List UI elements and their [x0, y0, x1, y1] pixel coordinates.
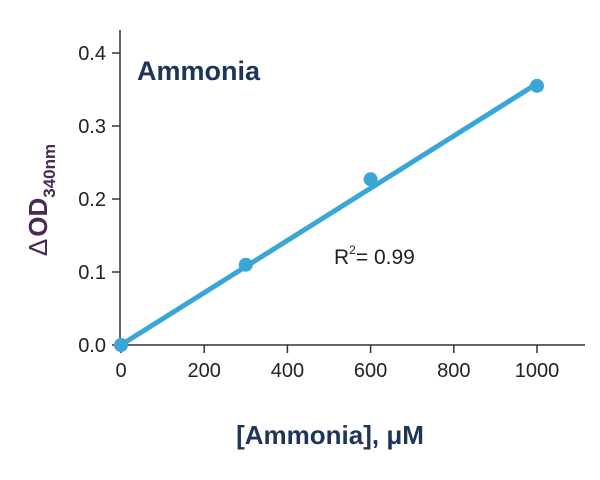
- x-tick-label: 600: [354, 360, 387, 382]
- data-point: [238, 257, 253, 272]
- r-squared-r: R: [334, 246, 349, 269]
- x-tick-label: 1000: [515, 360, 560, 382]
- x-tick-label: 800: [437, 360, 470, 382]
- x-ticks: 0 200 400 600 800 1000: [115, 345, 559, 382]
- x-axis-label: [Ammonia], μM: [236, 420, 424, 450]
- y-axis-label: Δ OD340nm: [23, 144, 59, 256]
- y-tick-label: 0.4: [78, 43, 106, 65]
- y-axis-label-subscript: 340nm: [40, 144, 59, 198]
- r-squared-superscript: 2: [349, 243, 356, 257]
- axes: [119, 30, 585, 346]
- y-ticks: 0.0 0.1 0.2 0.3 0.4: [78, 43, 120, 357]
- x-tick-label: 0: [115, 360, 126, 382]
- y-tick-label: 0.1: [78, 262, 106, 284]
- y-tick-label: 0.0: [78, 335, 106, 357]
- y-axis-label-delta: Δ: [23, 239, 53, 256]
- data-point: [114, 338, 128, 352]
- x-tick-label: 400: [271, 360, 304, 382]
- data-points: [114, 78, 544, 352]
- fit-line: [118, 81, 540, 348]
- x-tick-label: 200: [188, 360, 221, 382]
- r-squared-annotation: R2= 0.99: [334, 243, 415, 269]
- data-point: [530, 78, 544, 93]
- r-squared-value: = 0.99: [356, 246, 415, 269]
- y-tick-label: 0.3: [78, 116, 106, 138]
- y-tick-label: 0.2: [78, 189, 106, 211]
- data-point: [363, 172, 378, 187]
- y-axis-label-main: OD: [23, 198, 53, 237]
- chart-title: Ammonia: [137, 56, 261, 86]
